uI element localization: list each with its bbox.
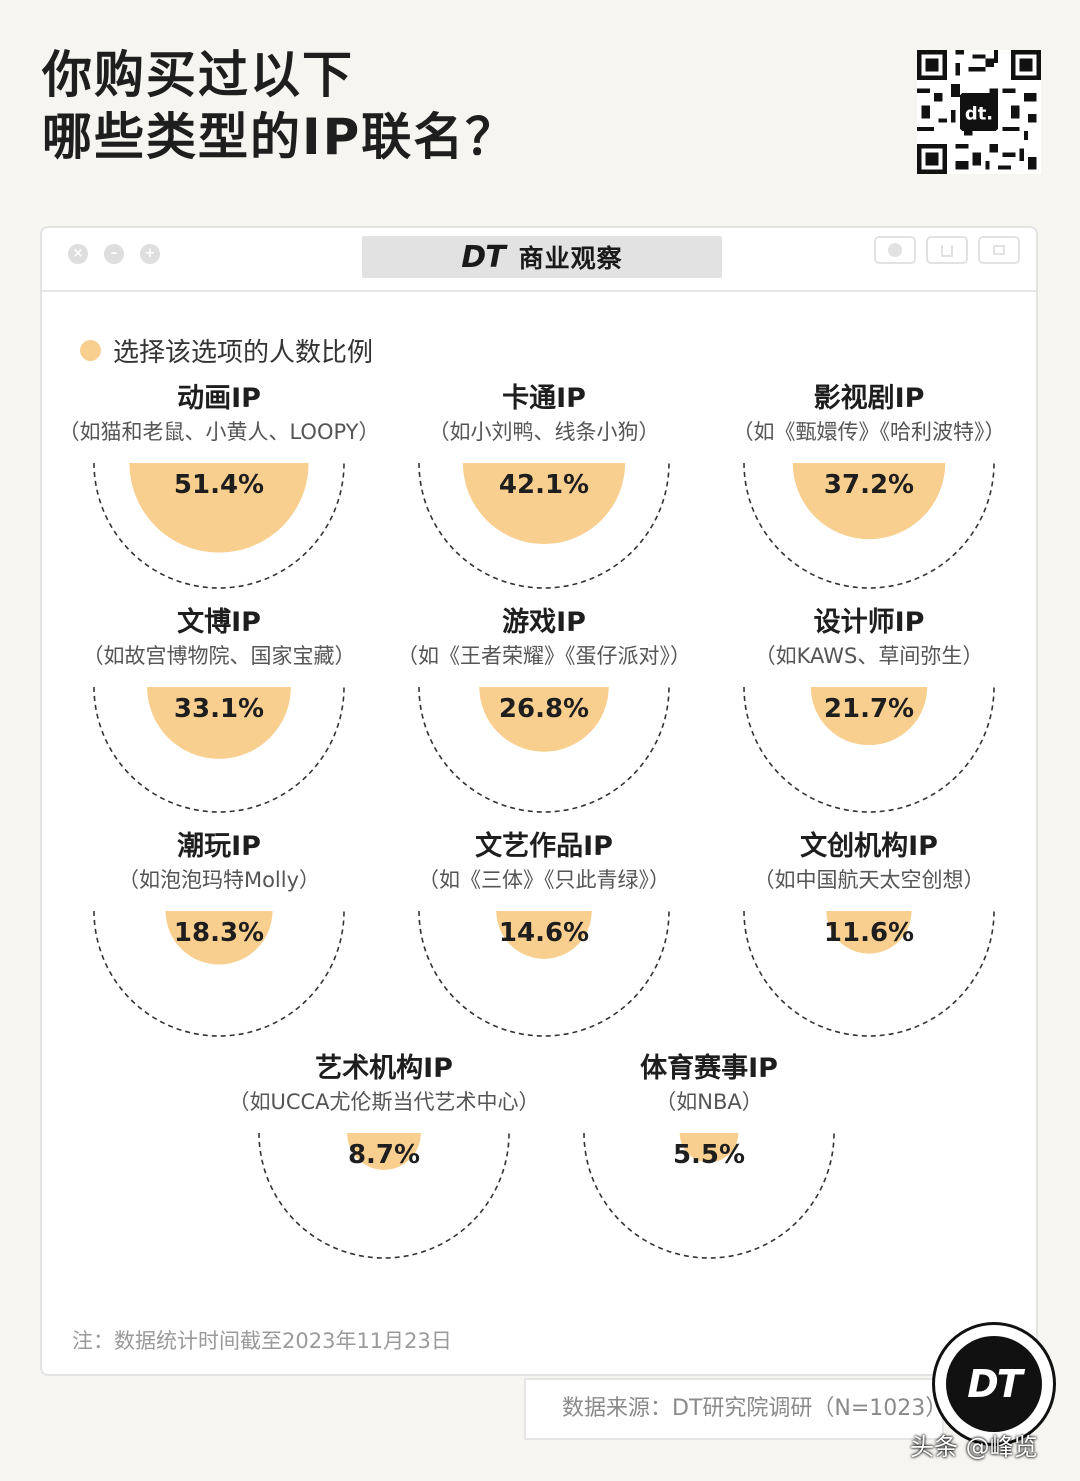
bowl-fill: [792, 463, 946, 540]
category-label: 文艺作品IP: [475, 830, 613, 862]
minimize-icon[interactable]: –: [104, 244, 124, 264]
dt-badge-text: DT: [946, 1336, 1042, 1432]
data-source: 数据来源：DT研究院调研（N=1023）: [524, 1378, 947, 1440]
bowl-outline: [418, 462, 670, 589]
category-label: 设计师IP: [814, 607, 925, 638]
bowl-fill: [826, 911, 912, 954]
category-label: 动画IP: [177, 383, 261, 414]
footnote: 注：数据统计时间截至2023年11月23日: [72, 1329, 452, 1353]
legend-label: 选择该选项的人数比例: [113, 338, 374, 368]
page-title: 你购买过以下 哪些类型的IP联名？: [42, 44, 517, 168]
bowl-outline: [418, 686, 670, 813]
category-example: （如故宫博物院、国家宝藏）: [83, 644, 356, 668]
window-title: DT 商业观察: [362, 236, 722, 278]
bowl-outline: [418, 910, 670, 1037]
dt-badge-logo: DT: [932, 1322, 1056, 1446]
bowl-outline: [743, 462, 995, 589]
window-titlebar: × – + DT 商业观察: [42, 228, 1036, 292]
bowl-outline: [743, 910, 995, 1037]
bowl-fill: [462, 463, 626, 545]
data-label: 37.2%: [824, 470, 914, 500]
category-example: （如小刘鸭、线条小狗）: [429, 420, 660, 444]
bowl-fill: [165, 911, 273, 965]
bowl-fill: [147, 687, 291, 759]
chart-card: × – + DT 商业观察 选择该选项的人数比例 动画IP （如猫和老鼠、小黄人、…: [40, 226, 1038, 1376]
data-label: 18.3%: [174, 918, 264, 948]
category-example: （如《王者荣耀》《蛋仔派对》）: [397, 644, 691, 668]
share-icon[interactable]: [926, 236, 968, 264]
legend-swatch: [80, 340, 101, 361]
chart-legend: 选择该选项的人数比例: [80, 332, 373, 369]
category-label: 体育赛事IP: [640, 1052, 778, 1084]
category-example: （如《甄嬛传》《哈利波特》）: [733, 420, 1006, 444]
bowl-outline: [93, 686, 345, 813]
data-label: 8.7%: [348, 1140, 420, 1170]
bowl-outline: [258, 1132, 510, 1259]
data-label: 26.8%: [499, 694, 589, 724]
category-label: 卡通IP: [502, 383, 586, 414]
copy-icon[interactable]: [978, 236, 1020, 264]
page-title-line1: 你购买过以下: [42, 46, 354, 104]
watermark-credit: 头条 @峰览: [910, 1433, 1038, 1461]
brand-name: 商业观察: [518, 244, 623, 273]
category-label: 文博IP: [177, 606, 261, 638]
category-label: 艺术机构IP: [315, 1053, 453, 1084]
bowl-fill: [479, 687, 609, 752]
brand-logo: DT: [461, 239, 505, 275]
svg-text:dt.: dt.: [965, 103, 993, 124]
bowl-outline: [583, 1132, 835, 1259]
bowl-fill: [679, 1133, 739, 1163]
category-label: 游戏IP: [502, 607, 586, 638]
category-label: 潮玩IP: [177, 831, 261, 862]
category-label: 文创机构IP: [800, 830, 938, 862]
data-label: 51.4%: [174, 470, 264, 500]
category-example: （如UCCA尤伦斯当代艺术中心）: [228, 1090, 539, 1114]
category-example: （如中国航天太空创想）: [754, 868, 985, 892]
chart-plot-area: 动画IP （如猫和老鼠、小黄人、LOOPY） 51.4% 卡通IP （如小刘鸭、线条小狗…: [58, 383, 1006, 1259]
data-label: 5.5%: [673, 1140, 745, 1170]
data-label: 33.1%: [174, 694, 264, 724]
bowl-fill: [347, 1133, 421, 1170]
maximize-icon[interactable]: +: [140, 244, 160, 264]
category-example: （如NBA）: [655, 1090, 762, 1114]
qr-code-icon: dt.: [917, 50, 1041, 174]
page-title-line2: 哪些类型的IP联名？: [42, 108, 518, 166]
category-label: 影视剧IP: [814, 383, 925, 414]
category-example: （如KAWS、草间弥生）: [755, 644, 984, 668]
record-icon[interactable]: [874, 236, 916, 264]
close-icon[interactable]: ×: [68, 244, 88, 264]
bowl-fill: [129, 463, 309, 553]
category-example: （如猫和老鼠、小黄人、LOOPY）: [58, 420, 379, 444]
bowl-outline: [743, 686, 995, 813]
bowl-fill: [810, 687, 928, 746]
bowl-outline: [93, 910, 345, 1037]
category-example: （如泡泡玛特Molly）: [118, 868, 320, 892]
bowl-fill: [496, 911, 592, 959]
data-label: 21.7%: [824, 694, 914, 724]
bowl-outline: [93, 462, 345, 589]
data-label: 11.6%: [824, 918, 914, 948]
category-example: （如《三体》《只此青绿》）: [418, 868, 670, 892]
data-label: 42.1%: [499, 470, 589, 500]
data-label: 14.6%: [499, 918, 589, 948]
